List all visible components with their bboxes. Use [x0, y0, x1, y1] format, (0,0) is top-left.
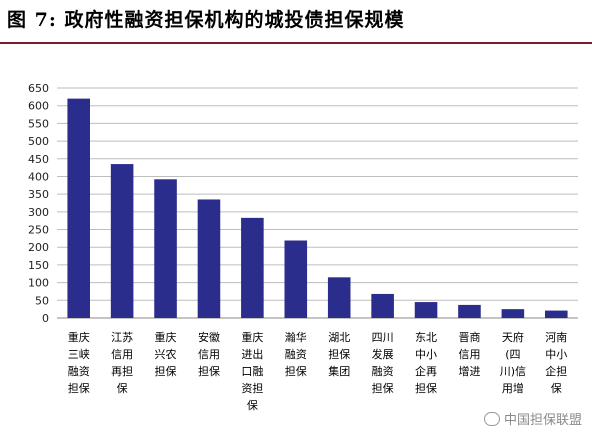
- category-label-line: 企再: [415, 364, 437, 378]
- category-label-line: 保: [551, 381, 562, 395]
- category-label-line: 川)信: [500, 365, 526, 378]
- category-label-line: 融资: [285, 348, 307, 361]
- category-label-line: 信用: [111, 348, 133, 361]
- y-tick-label: 600: [28, 100, 49, 113]
- bar: [197, 199, 221, 318]
- category-label-line: 再担: [111, 364, 133, 378]
- x-axis-categories: 重庆三峡融资担保江苏信用再担保重庆兴农担保安徽信用担保重庆进出口融资担保瀚华融资…: [68, 330, 568, 412]
- category-label-line: 三峡: [68, 347, 90, 361]
- category-label-line: 企担: [545, 364, 567, 378]
- watermark-text: 中国担保联盟: [503, 413, 582, 428]
- bar: [67, 98, 90, 318]
- figure-title: 图 7: 政府性融资担保机构的城投债担保规模: [7, 9, 405, 31]
- category-label-line: 担保: [285, 364, 307, 378]
- category-label-line: 中小: [415, 348, 437, 361]
- y-tick-label: 300: [28, 206, 49, 219]
- category-label-line: 江苏: [111, 331, 133, 344]
- category-label-line: 信用: [198, 348, 220, 361]
- gridlines: [57, 87, 578, 319]
- category-label-line: 进出: [241, 347, 263, 361]
- bar: [458, 304, 481, 318]
- y-tick-label: 550: [28, 117, 49, 130]
- category-label-line: 发展: [372, 347, 394, 361]
- category-label-line: 融资: [372, 365, 394, 378]
- bar: [284, 240, 308, 318]
- watermark: 中国担保联盟: [483, 409, 582, 428]
- category-label-line: 保: [247, 398, 258, 412]
- category-label-line: 重庆: [241, 330, 263, 344]
- category-label-line: 担保: [328, 347, 350, 361]
- category-label-line: 信用: [458, 348, 480, 361]
- category-label-line: 担保: [68, 381, 90, 395]
- bar: [545, 310, 568, 318]
- y-tick-label: 250: [28, 224, 49, 237]
- bar: [327, 277, 351, 318]
- bar: [371, 293, 394, 318]
- y-tick-label: 200: [28, 241, 49, 254]
- y-tick-label: 0: [42, 312, 49, 325]
- category-label-line: 用增: [502, 381, 524, 395]
- y-tick-label: 100: [28, 277, 49, 290]
- category-label: 天府 (四川)信用增: [500, 330, 526, 395]
- category-label-line: 口融: [241, 365, 263, 378]
- bar: [241, 217, 264, 318]
- category-label-line: 天府: [502, 330, 524, 344]
- category-label-line: 兴农: [155, 347, 177, 361]
- category-label-line: 担保: [198, 364, 220, 378]
- category-label-line: 资担: [241, 381, 263, 395]
- y-tick-label: 400: [28, 170, 49, 183]
- title-underline: [0, 42, 592, 44]
- category-label-line: 重庆: [68, 330, 90, 344]
- y-tick-label: 450: [28, 153, 49, 166]
- category-label-line: 河南: [545, 331, 567, 344]
- y-axis-ticks: 0 50 100 150 200 250 300 350 400 450 500 550 600 650: [28, 82, 49, 325]
- y-tick-label: 150: [28, 259, 49, 272]
- wechat-icon: [483, 412, 500, 426]
- y-tick-label: 50: [35, 294, 49, 307]
- category-label-line: 担保: [415, 381, 437, 395]
- category-label-line: 增进: [458, 364, 480, 378]
- y-tick-label: 500: [28, 135, 49, 148]
- category-label-line: 晋商: [458, 330, 480, 344]
- bar: [154, 179, 177, 318]
- bar: [414, 302, 438, 318]
- category-label-line: 四川: [372, 331, 394, 344]
- bars: [67, 98, 568, 318]
- category-label-line: 安徽: [198, 330, 220, 344]
- category-label-line: 湖北: [328, 331, 350, 344]
- category-label-line: 担保: [372, 381, 394, 395]
- category-label-line: 东北: [415, 331, 437, 344]
- bar: [501, 309, 525, 318]
- category-label-line: 担保: [155, 364, 177, 378]
- y-tick-label: 650: [28, 82, 49, 95]
- bar: [110, 164, 134, 318]
- category-label-line: 融资: [68, 365, 90, 378]
- category-label-line: 保: [117, 381, 128, 395]
- y-tick-label: 350: [28, 188, 49, 201]
- category-label-line: 集团: [328, 364, 350, 378]
- category-label-line: 中小: [545, 348, 567, 361]
- category-label-line: 重庆: [155, 330, 177, 344]
- category-label-line: (四: [505, 348, 520, 361]
- category-label-line: 瀚华: [285, 330, 307, 344]
